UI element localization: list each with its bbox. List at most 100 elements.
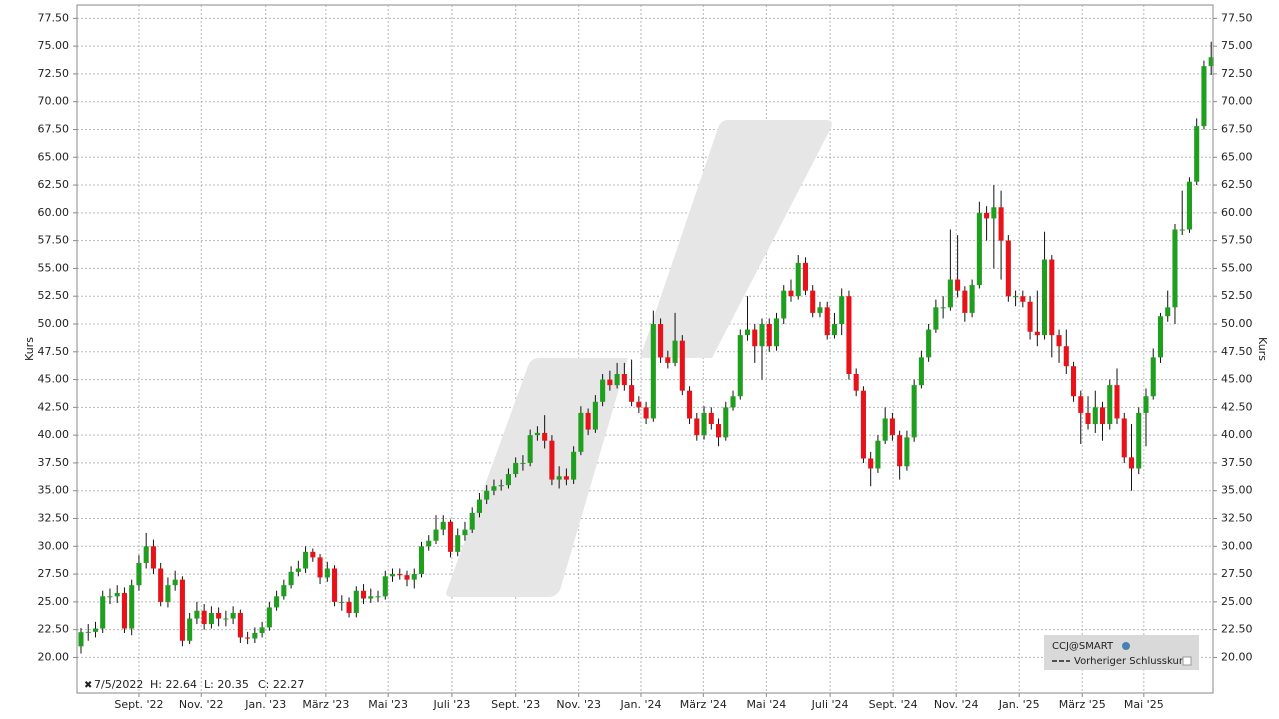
y-tick-label: 72.50 [38, 67, 70, 80]
candle-body [1078, 396, 1084, 413]
x-tick-label: Juli '23 [432, 698, 470, 711]
candle-body [1013, 296, 1019, 298]
x-tick-label: Jan. '24 [620, 698, 662, 711]
candle-body [976, 212, 982, 286]
y-tick-label: 65.00 [38, 150, 70, 163]
candle-body [860, 390, 866, 459]
y-tick-label: 75.00 [38, 39, 70, 52]
candle-body [252, 632, 258, 639]
candle-body [527, 435, 533, 463]
candle-body [484, 490, 490, 500]
candles [78, 41, 1214, 654]
candle-body [310, 551, 316, 558]
y-tick-label-right: 57.50 [1221, 234, 1253, 247]
candle-body [1056, 335, 1062, 347]
y-tick-label-right: 37.50 [1221, 456, 1253, 469]
candle-body [187, 618, 193, 641]
candle-body [491, 486, 497, 491]
legend-icon [1122, 642, 1130, 650]
candle-body [563, 476, 569, 480]
candle-body [143, 546, 149, 563]
candle-body [730, 396, 736, 408]
x-tick-label: Mai '25 [1124, 698, 1164, 711]
legend-checkbox[interactable] [1182, 656, 1192, 666]
candle-body [165, 585, 171, 602]
y-tick-label: 32.50 [38, 511, 70, 524]
candle-body [549, 440, 555, 480]
candle-body [1049, 259, 1055, 336]
candle-body [1114, 385, 1120, 419]
y-tick-label-right: 65.00 [1221, 150, 1253, 163]
x-tick-label: März '24 [680, 698, 727, 711]
candle-body [346, 601, 352, 613]
candle-body [114, 592, 120, 597]
candle-body [259, 627, 265, 633]
candle-body [1194, 126, 1200, 182]
x-tick-label: Nov. '23 [556, 698, 601, 711]
candle-body [926, 329, 932, 358]
candle-body [462, 529, 468, 536]
candle-body [230, 612, 236, 619]
candle-body [962, 290, 968, 313]
candle-body [723, 407, 729, 438]
y-tick-label: 55.00 [38, 261, 70, 274]
candle-body [817, 307, 823, 313]
y-tick-label: 60.00 [38, 206, 70, 219]
candle-body [846, 296, 852, 375]
candle-body [455, 535, 461, 552]
candle-body [658, 323, 664, 358]
candle-body [216, 612, 222, 619]
candle-body [208, 612, 214, 625]
candle-body [179, 579, 185, 641]
candle-body [868, 458, 874, 469]
y-tick-label: 45.00 [38, 373, 70, 386]
candle-body [440, 521, 446, 530]
y-tick-label: 57.50 [38, 234, 70, 247]
y-tick-label-right: 70.00 [1221, 95, 1253, 108]
candle-body [1157, 316, 1164, 358]
x-tick-label: Mai '24 [746, 698, 786, 711]
y-tick-label-right: 32.50 [1221, 511, 1253, 524]
candle-body [389, 574, 396, 577]
candle-body [672, 340, 678, 363]
candle-body [1172, 229, 1178, 308]
candle-body [78, 632, 84, 647]
y-tick-label: 67.50 [38, 122, 70, 135]
candle-body [1005, 240, 1011, 297]
candle-body [744, 329, 751, 336]
candle-body [1092, 407, 1098, 425]
candle-body [1063, 346, 1069, 367]
y-tick-label: 52.50 [38, 289, 70, 302]
candle-body [759, 323, 765, 347]
candle-body [592, 401, 598, 430]
y-tick-label-right: 72.50 [1221, 67, 1253, 80]
candle-body [1179, 229, 1185, 231]
candle-body [918, 357, 924, 386]
candle-body [875, 440, 881, 469]
watermark-shape [640, 120, 832, 358]
candle-body [281, 585, 287, 597]
candle-body [643, 407, 649, 419]
candle-body [237, 612, 243, 638]
candle-body [897, 435, 903, 467]
y-tick-label-right: 30.00 [1221, 539, 1253, 552]
candle-body [650, 323, 656, 419]
y-tick-label-right: 40.00 [1221, 428, 1253, 441]
candle-body [368, 596, 374, 599]
candle-body [788, 290, 794, 297]
candle-body [476, 499, 482, 513]
y-tick-label-right: 50.00 [1221, 317, 1253, 330]
candle-body [853, 374, 859, 391]
candle-body [802, 262, 809, 291]
candle-body [85, 631, 91, 633]
candle-body [1143, 396, 1149, 413]
candle-body [969, 285, 975, 313]
candle-body [433, 529, 439, 541]
candle-body [1165, 307, 1171, 317]
candle-body [194, 610, 200, 619]
candle-body [911, 385, 917, 438]
candle-body [578, 412, 584, 452]
candle-body [1136, 412, 1142, 469]
candle-body [324, 568, 330, 578]
candle-body [831, 323, 837, 336]
